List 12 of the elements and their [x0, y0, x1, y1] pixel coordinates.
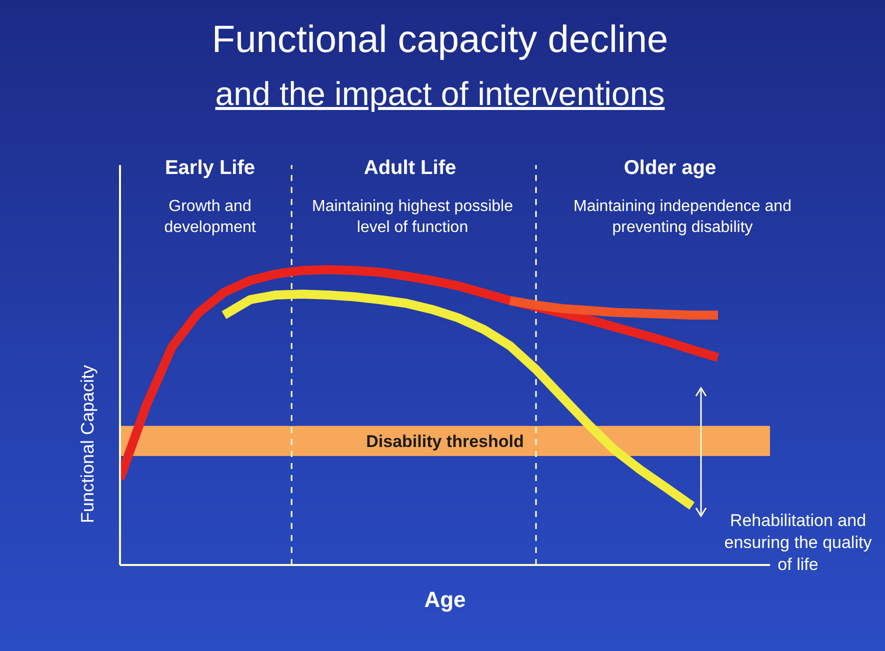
x-axis-title: Age: [424, 587, 466, 612]
text: Older age: [622, 156, 718, 181]
text: Maintaining highest possible level of function: [310, 197, 514, 238]
text: Early Life: [164, 156, 256, 181]
band-label: Disability threshold: [366, 432, 524, 451]
chart-title: Functional capacity decline: [210, 18, 670, 62]
chart-subtitle: and the impact of interventions: [214, 74, 666, 114]
text: Growth and development: [163, 197, 257, 238]
y-axis-title: Functional Capacity: [77, 365, 98, 524]
text: Maintaining independence and preventing disability: [572, 197, 792, 238]
annotation: Rehabilitation and ensuring the quality of life: [723, 510, 873, 576]
text: Adult Life: [362, 156, 458, 181]
